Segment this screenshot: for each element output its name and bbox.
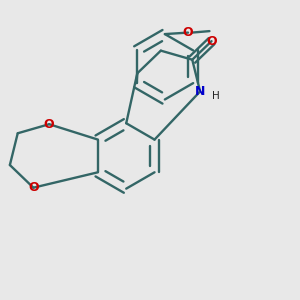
Text: O: O — [28, 181, 39, 194]
Text: H: H — [212, 91, 220, 101]
Text: N: N — [195, 85, 205, 98]
Text: O: O — [206, 35, 217, 48]
Text: O: O — [44, 118, 54, 131]
Text: O: O — [183, 26, 194, 39]
